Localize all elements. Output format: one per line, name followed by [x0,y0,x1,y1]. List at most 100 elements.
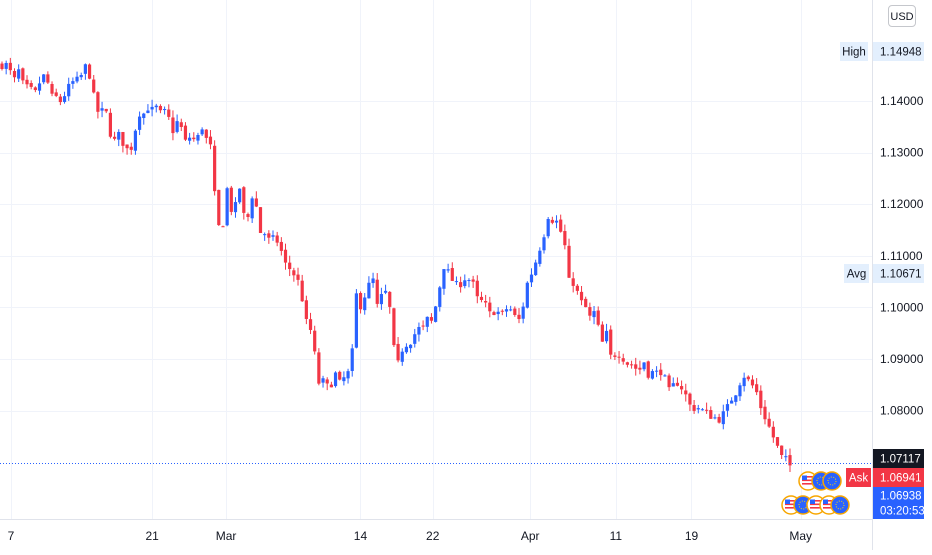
avg-label-box [844,264,869,283]
candle-body [613,355,617,357]
candle-body [250,198,254,219]
candle-body [283,249,288,263]
candle-body [112,136,117,139]
currency-button[interactable]: USD [888,5,916,27]
candle-body [759,390,763,409]
candle-body [659,369,663,376]
time-axis[interactable]: 7 21 Mar 14 22 Apr 11 19 May [8,529,812,543]
candle-body [329,384,333,388]
candle-body [654,370,659,372]
candle-body [208,136,213,145]
candle-body [350,348,354,372]
candle-body [684,390,688,395]
candle-body [196,134,200,141]
candle-body [12,70,17,78]
candle-body [188,137,192,141]
candle-body [233,202,238,213]
candle-body [388,291,392,307]
candle-body [700,409,705,411]
candle-body [434,306,438,322]
candle-body [67,83,71,97]
candle-body [634,364,638,369]
candle-body [96,92,100,112]
last-price-tag: 1.07117 [873,449,924,468]
candle-body [600,324,604,342]
candle-body [117,131,121,140]
candle-body [404,346,409,353]
candle-body [746,376,750,380]
ask-label: Ask [849,473,868,485]
candle-body [108,112,113,137]
candle-body [554,220,559,223]
candle-body [137,116,142,130]
candle-body [446,269,450,271]
price-axis[interactable]: 1.14000 1.13000 1.12000 1.11000 1.10000 1.090… [880,94,924,418]
candle-body [471,279,475,282]
candle-body [467,280,471,282]
candle-body [479,296,484,300]
candle-body [200,129,204,135]
candle-body [688,393,692,405]
candle-body [221,226,225,228]
candle-body [338,371,342,380]
candle-body [679,386,684,390]
candle-body [133,130,138,151]
candle-body [4,62,8,69]
candle-body [296,274,300,280]
candle-body [663,375,667,377]
candle-body [308,319,313,330]
candle-body [559,219,563,232]
candle-body [271,235,275,237]
candle-body [263,234,267,236]
candle-body [780,445,784,456]
candle-body [363,297,367,311]
candle-body [563,231,567,246]
candle-body [358,293,363,310]
ask-value-box [873,468,924,487]
bid-value: 1.06938 [880,491,922,503]
candle-body [29,83,33,87]
candle-body [54,92,58,96]
candle-body [709,410,713,419]
time-tick-label: 19 [685,529,699,543]
candle-body [79,75,83,78]
candle-body [463,280,467,287]
candle-body [192,137,196,140]
candle-body [267,233,271,238]
candle-body [313,330,317,352]
candle-body [638,367,642,370]
candle-body [592,311,596,318]
candle-body [33,87,37,91]
candle-body [367,282,371,299]
avg-tag: Avg 1.10671 [844,264,924,283]
candle-body [37,83,42,91]
price-tick-label: 1.12000 [880,197,924,211]
candle-body [517,314,521,320]
candle-body [521,306,525,319]
candle-body [204,129,208,138]
candle-body [667,375,671,388]
candle-body [238,188,242,203]
candle-body [584,298,588,308]
candle-body [275,235,279,243]
candle-body [279,241,283,251]
candle-body [392,308,396,346]
candle-body [42,74,46,83]
candle-body [771,426,775,438]
candle-body [604,330,609,342]
high-value-box [873,42,924,61]
candle-body [484,301,488,303]
candle-body [750,379,755,386]
candle-body [46,74,50,83]
economic-events[interactable] [781,471,850,515]
avg-value: 1.10671 [880,269,922,281]
candle-body [579,291,584,301]
time-tick-label: 22 [426,529,440,543]
eu-flag-icon[interactable] [822,471,842,491]
time-tick-label: Apr [521,529,540,543]
candle-body [550,219,554,223]
eu-flag-icon[interactable] [830,495,850,515]
candle-body [254,198,258,207]
